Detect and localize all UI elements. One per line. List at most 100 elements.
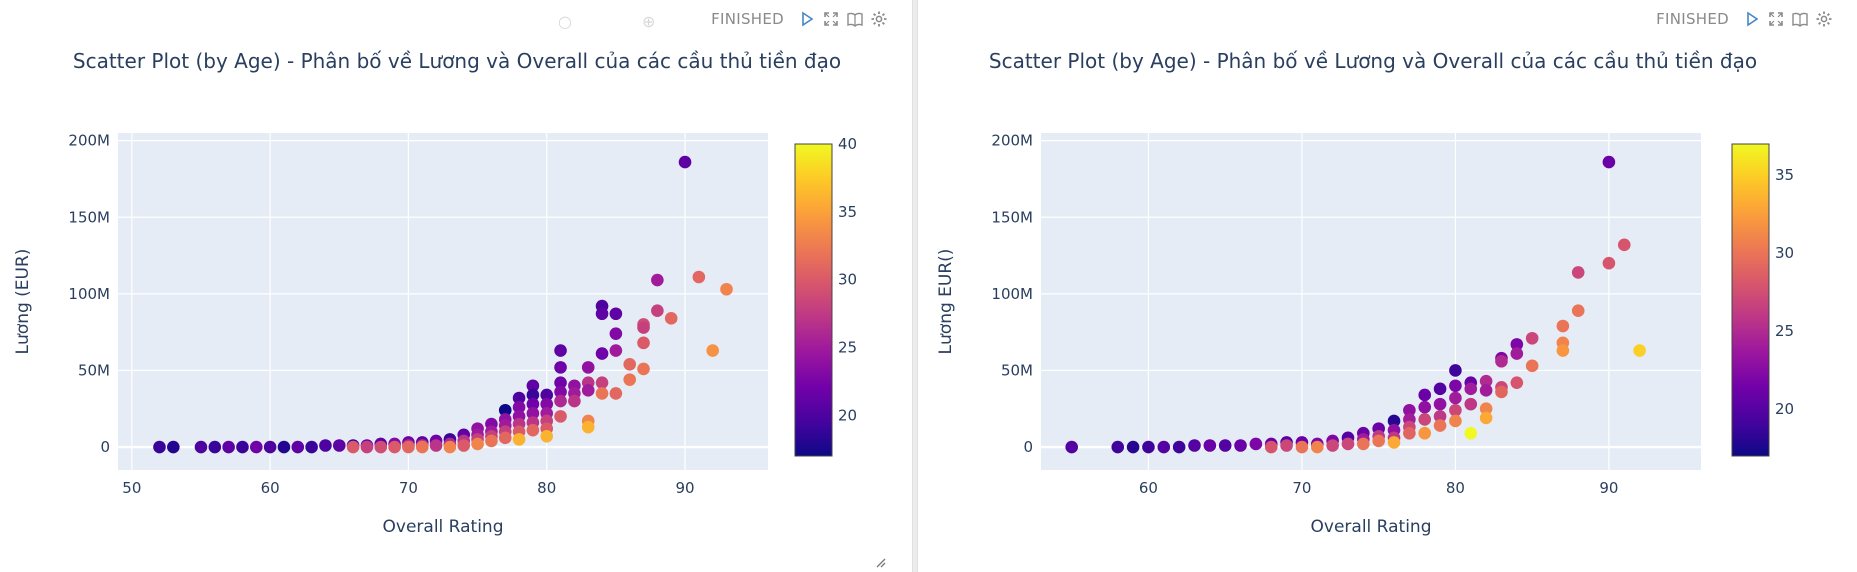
scatter-point[interactable] [595, 347, 609, 360]
scatter-point[interactable] [429, 439, 443, 452]
scatter-point[interactable] [194, 440, 208, 454]
scatter-point[interactable] [526, 379, 540, 393]
scatter-point[interactable] [208, 440, 222, 454]
scatter-point[interactable] [236, 440, 249, 454]
scatter-point[interactable] [595, 387, 609, 400]
scatter-point[interactable] [1510, 376, 1524, 389]
scatter-point[interactable] [319, 439, 332, 452]
scatter-point[interactable] [471, 437, 484, 451]
scatter-point[interactable] [1602, 155, 1616, 169]
scatter-point[interactable] [526, 397, 540, 411]
scatter-point[interactable] [512, 433, 526, 446]
scatter-point[interactable] [498, 431, 512, 445]
scatter-point[interactable] [1310, 440, 1324, 454]
pane-divider[interactable] [912, 0, 918, 572]
scatter-point[interactable] [415, 440, 429, 454]
scatter-point[interactable] [1188, 439, 1201, 452]
scatter-point[interactable] [1249, 437, 1263, 451]
scatter-point[interactable] [1449, 364, 1462, 377]
scatter-point[interactable] [1372, 434, 1385, 448]
scatter-point[interactable] [457, 439, 471, 452]
scatter-point[interactable] [1157, 440, 1171, 454]
scatter-point[interactable] [581, 420, 595, 434]
scatter-point[interactable] [1418, 426, 1432, 440]
scatter-point[interactable] [1387, 414, 1401, 428]
scatter-point[interactable] [1633, 344, 1646, 357]
gear-icon[interactable] [870, 10, 888, 28]
scatter-point[interactable] [623, 373, 637, 386]
scatter-point[interactable] [526, 407, 540, 420]
scatter-point[interactable] [1525, 331, 1539, 345]
scatter-point[interactable] [1617, 238, 1631, 252]
scatter-point[interactable] [1464, 397, 1478, 411]
scatter-point[interactable] [595, 307, 609, 321]
scatter-point[interactable] [1341, 437, 1355, 451]
scatter-point[interactable] [1326, 439, 1339, 452]
scatter-point[interactable] [153, 440, 166, 454]
scatter-point[interactable] [1479, 374, 1493, 388]
scatter-point[interactable] [623, 358, 637, 371]
scatter-point[interactable] [1449, 414, 1462, 428]
scatter-point[interactable] [1172, 440, 1186, 454]
scatter-point[interactable] [1433, 382, 1447, 396]
scatter-point[interactable] [1449, 403, 1462, 417]
scatter-point[interactable] [1479, 384, 1493, 397]
scatter-point[interactable] [1387, 436, 1401, 449]
scatter-point[interactable] [540, 430, 554, 443]
scatter-point[interactable] [291, 440, 305, 454]
scatter-point[interactable] [554, 385, 567, 399]
scatter-point[interactable] [1556, 344, 1570, 357]
scatter-point[interactable] [167, 440, 180, 454]
expand-icon[interactable] [1767, 10, 1785, 28]
book-icon[interactable] [1791, 10, 1809, 28]
scatter-point[interactable] [1495, 354, 1508, 368]
scatter-point[interactable] [637, 321, 650, 334]
scatter-point[interactable] [1264, 440, 1278, 454]
scatter-point[interactable] [581, 361, 595, 374]
scatter-point[interactable] [720, 282, 733, 296]
scatter-point[interactable] [581, 384, 595, 397]
scatter-point[interactable] [554, 344, 567, 357]
scatter-point[interactable] [498, 403, 512, 417]
scatter-point[interactable] [512, 391, 526, 405]
scatter-point[interactable] [678, 155, 692, 169]
resize-handle-icon[interactable] [874, 556, 886, 568]
scatter-point[interactable] [249, 440, 263, 454]
scatter-point[interactable] [360, 440, 374, 454]
scatter-point[interactable] [1571, 266, 1585, 279]
play-icon[interactable] [798, 10, 816, 28]
scatter-point[interactable] [554, 410, 567, 423]
scatter-point[interactable] [1556, 319, 1570, 333]
scatter-point[interactable] [568, 394, 581, 408]
scatter-point[interactable] [609, 344, 623, 357]
scatter-point[interactable] [664, 312, 678, 325]
scatter-point[interactable] [1234, 439, 1247, 452]
scatter-point[interactable] [1280, 439, 1293, 452]
scatter-point[interactable] [595, 376, 609, 389]
expand-icon[interactable] [822, 10, 840, 28]
scatter-point[interactable] [1203, 439, 1217, 452]
scatter-point[interactable] [1510, 338, 1524, 351]
scatter-point[interactable] [222, 440, 235, 454]
scatter-point[interactable] [1464, 382, 1478, 396]
scatter-point[interactable] [1065, 440, 1078, 454]
scatter-point[interactable] [1142, 440, 1155, 454]
scatter-point[interactable] [540, 397, 554, 411]
scatter-point[interactable] [706, 344, 719, 357]
scatter-point[interactable] [1111, 440, 1125, 454]
scatter-point[interactable] [1357, 437, 1370, 451]
scatter-point[interactable] [1433, 397, 1447, 411]
scatter-point[interactable] [637, 362, 650, 376]
scatter-point[interactable] [609, 307, 623, 321]
scatter-point[interactable] [443, 440, 457, 454]
scatter-point[interactable] [305, 440, 318, 454]
play-icon[interactable] [1743, 10, 1761, 28]
scatter-point[interactable] [1495, 385, 1508, 399]
scatter-point[interactable] [402, 440, 415, 454]
scatter-point[interactable] [1510, 347, 1524, 360]
scatter-point[interactable] [1479, 411, 1493, 425]
scatter-point[interactable] [1403, 426, 1416, 440]
scatter-point[interactable] [374, 440, 388, 454]
scatter-point[interactable] [1418, 413, 1432, 426]
scatter-point[interactable] [1433, 419, 1447, 432]
